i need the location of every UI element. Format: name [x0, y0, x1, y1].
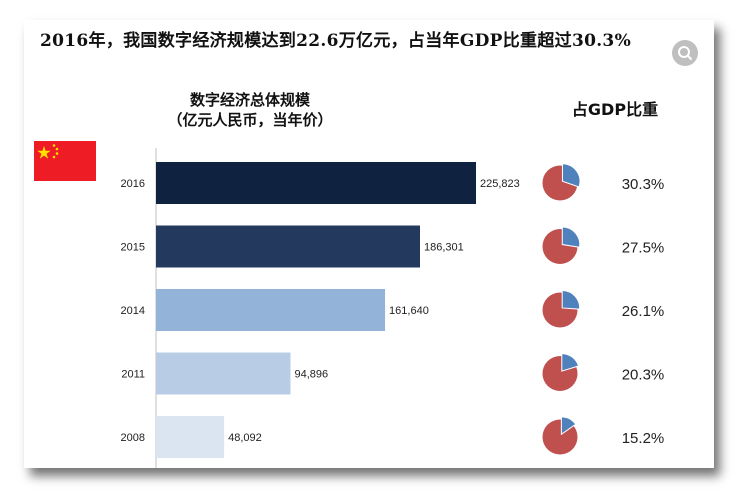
gdp-share-label-2008: 15.2% — [622, 430, 665, 447]
category-label-2016: 2016 — [121, 178, 145, 190]
value-label-2016: 225,823 — [480, 178, 520, 190]
pie-share-2016 — [561, 163, 581, 188]
bar-2008 — [156, 416, 225, 458]
zoom-icon[interactable] — [672, 40, 698, 66]
gdp-share-label-2015: 27.5% — [622, 240, 665, 257]
value-label-2014: 161,640 — [389, 305, 429, 317]
flag-small-star — [52, 155, 56, 159]
gdp-share-label-2011: 20.3% — [622, 367, 665, 384]
china-flag — [34, 141, 96, 181]
category-label-2008: 2008 — [121, 432, 145, 444]
bar-2016 — [156, 162, 476, 204]
bar-2011 — [156, 352, 291, 395]
flag-big-star — [37, 146, 51, 159]
bar-chart-title: 数字经济总体规模 （亿元人民币，当年价） — [150, 90, 350, 130]
pie-chart-title: 占GDP比重 — [571, 100, 659, 119]
bar-chart-title-line2: （亿元人民币，当年价） — [167, 111, 333, 129]
category-label-2015: 2015 — [121, 242, 145, 254]
flag-small-star — [55, 147, 59, 151]
bar-chart-title-line1: 数字经济总体规模 — [189, 91, 310, 109]
headline: 2016年，我国数字经济规模达到22.6万亿元，占当年GDP比重超过30.3% — [40, 31, 632, 51]
zoom-icon-glyph — [678, 46, 693, 61]
value-label-2008: 48,092 — [228, 432, 262, 444]
gdp-share-label-2016: 30.3% — [622, 176, 665, 193]
gdp-share-label-2014: 26.1% — [622, 303, 665, 320]
flag-small-star — [52, 144, 56, 147]
flag-small-star — [55, 152, 59, 155]
category-label-2011: 2011 — [121, 369, 145, 381]
bar-2014 — [156, 289, 386, 331]
bar-2015 — [156, 225, 420, 268]
pie-share-2015 — [561, 226, 581, 248]
pie-share-2014 — [561, 289, 581, 310]
value-label-2011: 94,896 — [294, 369, 328, 381]
pie-share-2011 — [561, 353, 580, 372]
pie-share-2008 — [560, 416, 577, 436]
category-label-2014: 2014 — [121, 305, 145, 317]
value-label-2015: 186,301 — [424, 242, 464, 254]
